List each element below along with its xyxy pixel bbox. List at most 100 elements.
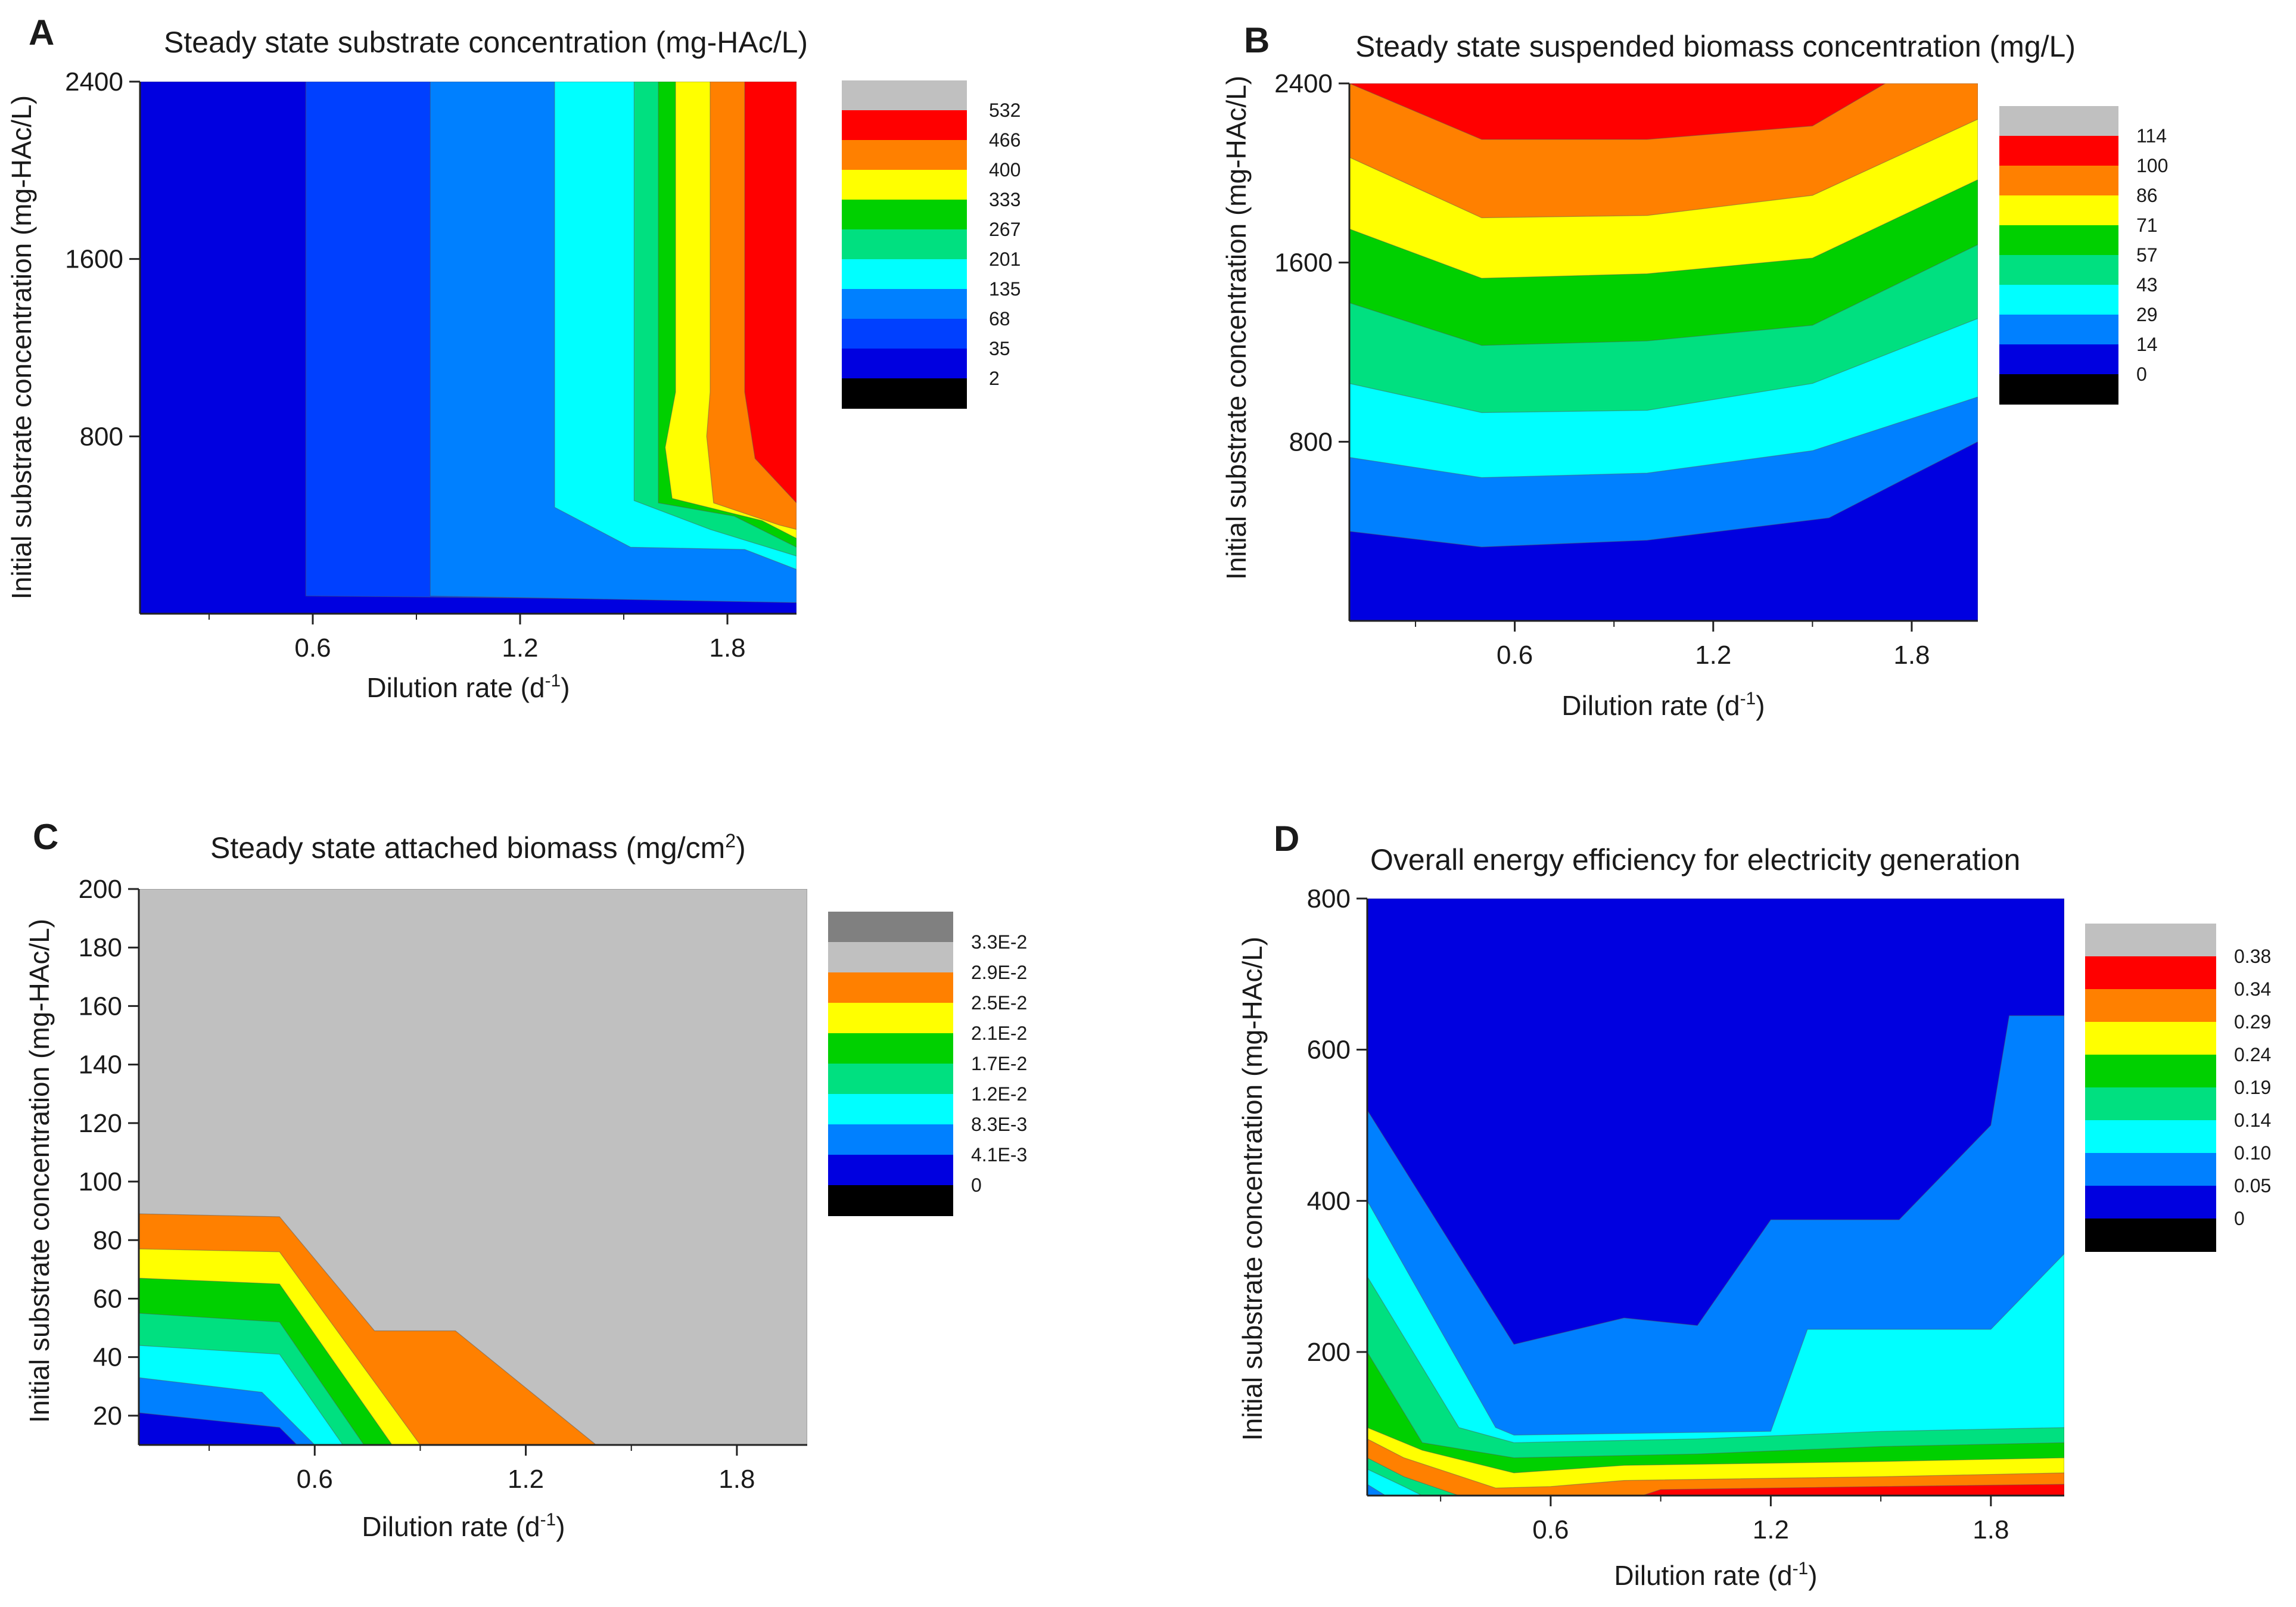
- x-title-end: ): [1756, 690, 1765, 721]
- legend-swatch: [2085, 1186, 2216, 1219]
- legend: 532 466 400 333 267 201 135 68 35 2: [842, 80, 1021, 409]
- y-tick-label: 200: [79, 875, 122, 904]
- y-axis-title: Initial substrate concentration (mg-HAc/…: [6, 95, 37, 599]
- x-title-text: Dilution rate (d: [362, 1511, 540, 1542]
- panel-a: A Steady state substrate concentration (m…: [6, 13, 1021, 703]
- legend-swatch: [1999, 166, 2118, 196]
- legend-swatch: [2085, 989, 2216, 1022]
- legend-swatch: [842, 319, 967, 349]
- legend-swatch: [828, 1003, 953, 1034]
- legend-label: 0.19: [2234, 1077, 2271, 1098]
- contour-region-8: [139, 1412, 298, 1445]
- y-tick-label: 800: [1289, 427, 1333, 456]
- legend-swatch: [842, 259, 967, 290]
- title-text: Steady state substrate concentration (mg…: [164, 26, 808, 59]
- panel-letter: A: [29, 13, 54, 52]
- y-tick-label: 800: [1307, 884, 1351, 913]
- panel-letter: C: [33, 817, 58, 857]
- y-tick-label: 120: [79, 1109, 122, 1138]
- legend-swatch: [1999, 136, 2118, 166]
- x-title-end: ): [556, 1511, 565, 1542]
- y-tick-label: 180: [79, 933, 122, 962]
- y-tick-label: 2400: [65, 67, 123, 97]
- panel-c: C Steady state attached biomass (mg/cm2) 0…: [24, 817, 1027, 1542]
- x-tick-label: 1.8: [1893, 641, 1930, 670]
- x-axis-title: Dilution rate (d-1): [1561, 689, 1765, 721]
- y-tick-label: 60: [93, 1284, 122, 1313]
- legend-swatch: [1999, 285, 2118, 315]
- x-title-superscript: -1: [1793, 1559, 1809, 1578]
- y-tick-label: 200: [1307, 1338, 1351, 1367]
- panel-title: Overall energy efficiency for electricit…: [1370, 843, 2020, 876]
- legend-label: 68: [989, 308, 1010, 330]
- x-title-text: Dilution rate (d: [1614, 1560, 1792, 1591]
- x-tick-label: 0.6: [1532, 1515, 1569, 1544]
- x-tick-label: 0.6: [297, 1465, 333, 1494]
- y-tick-label: 40: [93, 1343, 122, 1372]
- x-tick-label: 1.2: [502, 633, 538, 663]
- legend-swatch: [842, 80, 967, 111]
- legend-swatch: [1999, 195, 2118, 226]
- legend-label: 71: [2136, 215, 2158, 236]
- legend-swatch: [828, 942, 953, 973]
- legend-swatch: [1999, 255, 2118, 285]
- legend-label: 0.38: [2234, 946, 2271, 967]
- title-text: Overall energy efficiency for electricit…: [1370, 843, 2020, 876]
- x-tick-label: 1.8: [718, 1465, 755, 1494]
- legend-label: 3.3E-2: [971, 931, 1027, 953]
- legend-label: 29: [2136, 304, 2158, 325]
- legend-swatch: [842, 200, 967, 230]
- panel-title: Steady state suspended biomass concentra…: [1355, 30, 2076, 63]
- contour-regions: [1349, 83, 1978, 621]
- legend: 3.3E-2 2.9E-2 2.5E-2 2.1E-2 1.7E-2 1.2E-2 8.3E…: [828, 912, 1027, 1216]
- legend-swatch: [1999, 344, 2118, 375]
- x-title-superscript: -1: [540, 1510, 556, 1530]
- x-title-text: Dilution rate (d: [366, 672, 545, 703]
- x-axis-title: Dilution rate (d-1): [362, 1510, 565, 1542]
- panel-title: Steady state attached biomass (mg/cm2): [210, 830, 746, 865]
- legend-label: 100: [2136, 155, 2168, 176]
- legend-swatch: [842, 289, 967, 319]
- legend-label: 135: [989, 278, 1021, 300]
- legend-swatch: [2085, 1055, 2216, 1088]
- legend-label: 400: [989, 159, 1021, 181]
- x-tick-label: 1.8: [1973, 1515, 2009, 1544]
- legend-swatch: [2085, 1120, 2216, 1154]
- panel-b: B Steady state suspended biomass concentr…: [1221, 20, 2168, 721]
- x-tick-label: 1.2: [1753, 1515, 1789, 1544]
- legend-label: 2.1E-2: [971, 1022, 1027, 1044]
- x-title-end: ): [561, 672, 570, 703]
- x-title-end: ): [1808, 1560, 1817, 1591]
- legend-label: 532: [989, 100, 1021, 121]
- legend-swatch: [1999, 225, 2118, 256]
- legend-swatch: [842, 378, 967, 409]
- contour-region-9: [744, 82, 797, 503]
- legend-swatch: [842, 110, 967, 141]
- contour-regions: [139, 889, 807, 1445]
- title-superscript: 2: [725, 830, 736, 851]
- x-tick-label: 0.6: [1497, 641, 1533, 670]
- y-tick-label: 80: [93, 1226, 122, 1255]
- legend-swatch: [2085, 1022, 2216, 1055]
- legend-label: 466: [989, 129, 1021, 151]
- legend-swatch: [828, 1185, 953, 1216]
- legend-label: 201: [989, 248, 1021, 270]
- legend-label: 57: [2136, 244, 2158, 266]
- legend-swatch: [842, 170, 967, 200]
- y-axis-title: Initial substrate concentration (mg-HAc/…: [1237, 937, 1268, 1441]
- contour-region-10: [1367, 1468, 1423, 1496]
- title-end: ): [736, 831, 746, 865]
- y-tick-label: 1600: [65, 245, 123, 274]
- panel-title: Steady state substrate concentration (mg…: [164, 26, 808, 59]
- x-title-superscript: -1: [1740, 689, 1756, 708]
- legend: 0.38 0.34 0.29 0.24 0.19 0.14 0.10 0.05 0: [2085, 924, 2271, 1252]
- x-tick-label: 1.2: [1695, 641, 1731, 670]
- y-tick-label: 400: [1307, 1186, 1351, 1216]
- contour-region-8: [1349, 83, 1886, 140]
- contour-region-7: [1367, 1438, 2064, 1496]
- legend-label: 4.1E-3: [971, 1144, 1027, 1165]
- panel-letter: B: [1244, 20, 1270, 60]
- legend-swatch: [842, 229, 967, 260]
- x-axis-title: Dilution rate (d-1): [366, 671, 570, 703]
